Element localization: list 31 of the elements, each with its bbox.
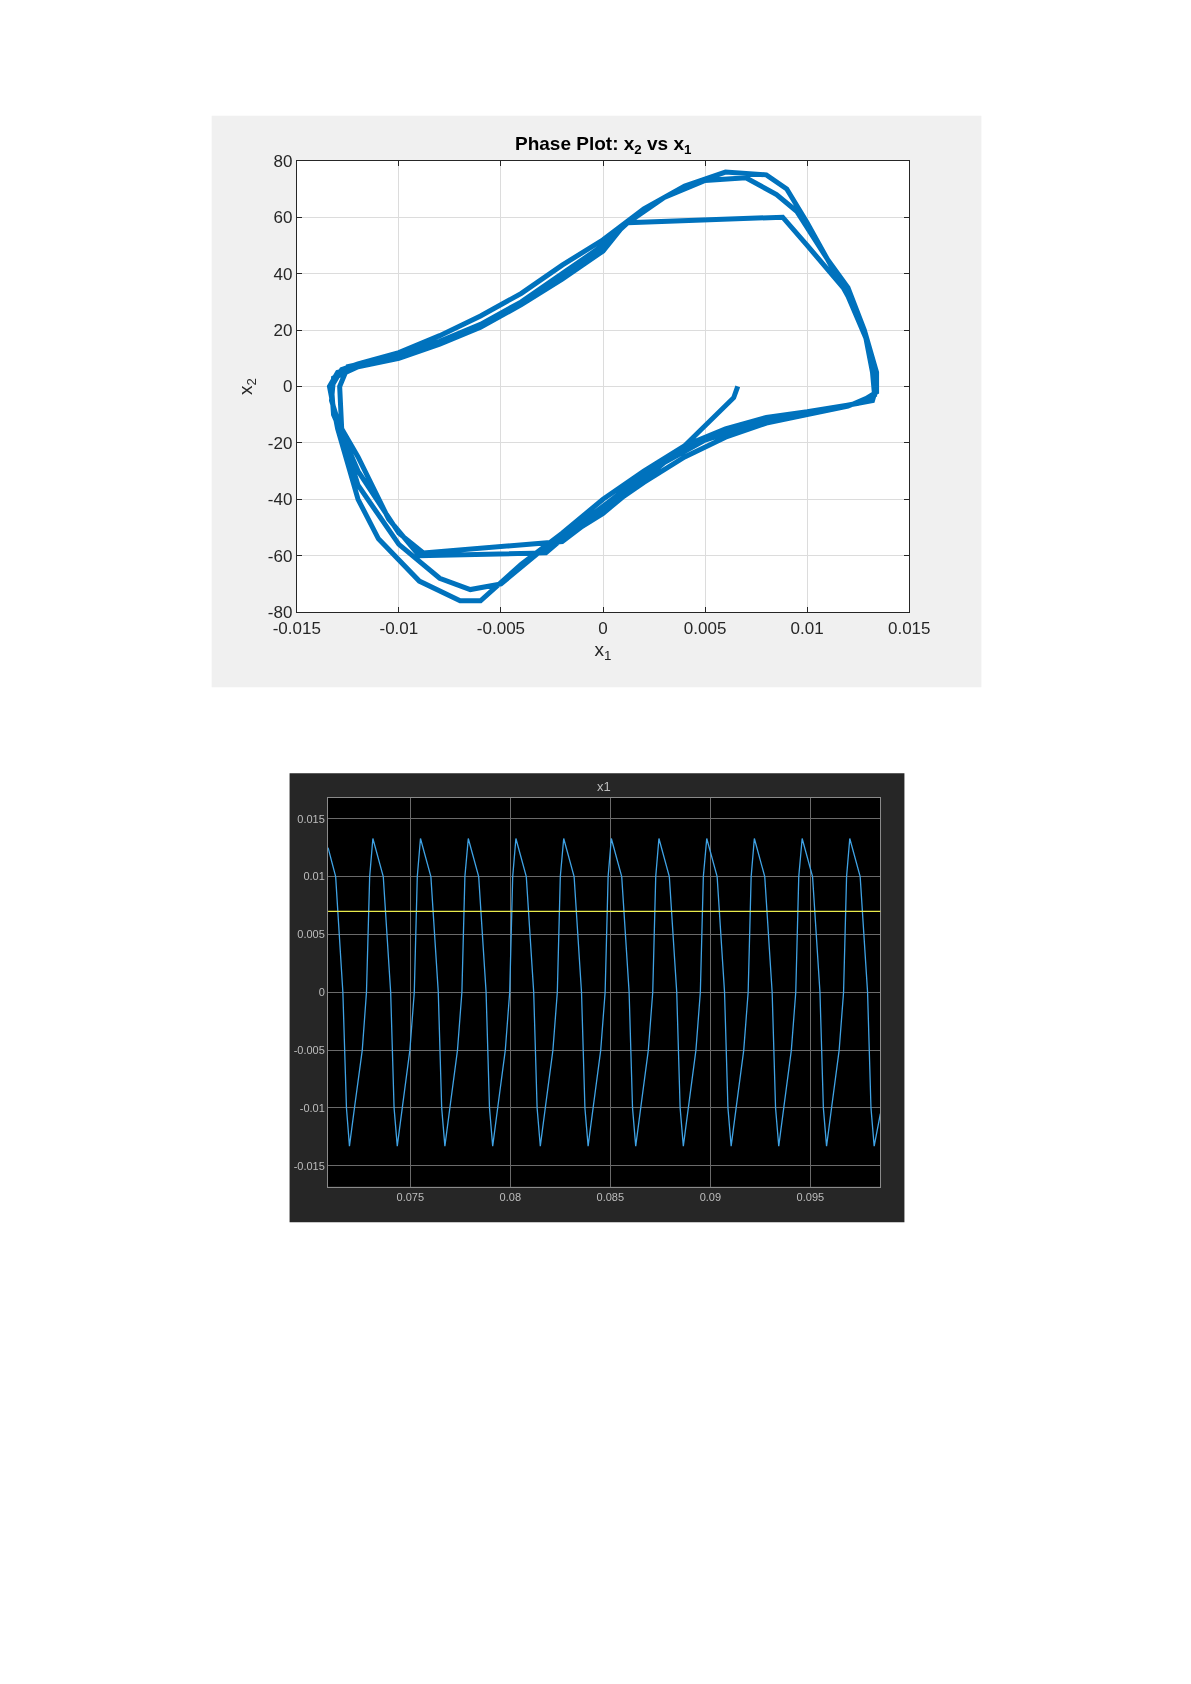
y-tick-label: 80 [273, 151, 293, 171]
y-tick-label: -40 [267, 490, 293, 510]
y-tick-label: 60 [273, 208, 293, 228]
y-tick-label: -80 [267, 603, 293, 623]
x-axis-title: x$_{1}$ [594, 639, 612, 664]
y-tick-label: 0 [318, 986, 325, 999]
y-tick-label: -20 [267, 433, 293, 453]
y-tick-label: 0.01 [303, 870, 325, 883]
y-tick-label: -60 [267, 546, 293, 566]
x-tick-label: 0.08 [499, 1190, 522, 1203]
x-tick-label: 0.01 [790, 618, 824, 638]
y-tick-label: 0.005 [297, 928, 325, 941]
x-tick-label: 0 [598, 618, 608, 638]
y-tick-label: 0 [282, 377, 293, 397]
chart-title: x1 [597, 779, 611, 794]
y-tick-label: -0.005 [293, 1043, 325, 1056]
x-tick-label: -0.01 [379, 618, 419, 638]
y-tick-label: -0.01 [299, 1101, 325, 1114]
x-tick-label: -0.005 [476, 618, 526, 638]
x-tick-label: 0.09 [699, 1190, 722, 1203]
x-tick-label: 0.015 [887, 618, 931, 638]
chart-title: Phase Plot: x$_{2}$ vs x$_{1}$ [515, 133, 692, 157]
line-series [328, 837, 881, 1147]
x-tick-label: 0.075 [396, 1190, 425, 1203]
x-tick-label: 0.095 [796, 1190, 825, 1203]
y-tick-label: -0.015 [293, 1159, 325, 1172]
y-tick-label: 40 [273, 264, 293, 284]
y-tick-label: 20 [273, 320, 293, 340]
y-tick-label: 0.015 [297, 812, 325, 825]
x-tick-label: 0.085 [596, 1190, 625, 1203]
x-tick-label: 0.005 [683, 618, 727, 638]
